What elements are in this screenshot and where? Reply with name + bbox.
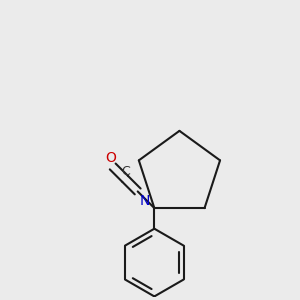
Text: O: O — [105, 151, 116, 165]
Text: C: C — [121, 165, 130, 178]
Text: N: N — [139, 194, 149, 208]
